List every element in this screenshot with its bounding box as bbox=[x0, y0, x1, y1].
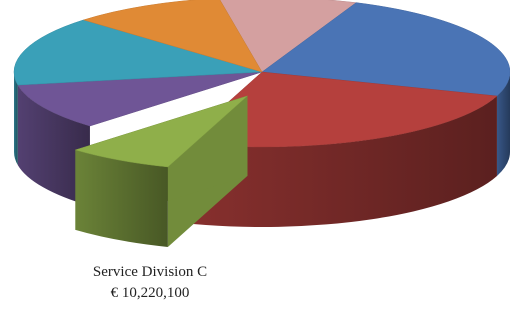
slice-wall bbox=[496, 72, 510, 177]
slice-top bbox=[13, 19, 263, 86]
slice bbox=[261, 2, 510, 177]
data-label: Service Division C € 10,220,100 bbox=[90, 262, 210, 304]
slice bbox=[74, 95, 248, 247]
slice bbox=[181, 71, 498, 228]
slice-wall bbox=[17, 85, 90, 207]
slice-wall bbox=[14, 72, 18, 166]
slice-top bbox=[17, 71, 263, 127]
slice bbox=[17, 71, 263, 207]
value-label: € 10,220,100 bbox=[110, 285, 190, 301]
slice-top bbox=[261, 2, 510, 97]
slice-top bbox=[82, 0, 263, 73]
slice bbox=[82, 0, 263, 73]
slice bbox=[219, 0, 357, 73]
slice-top bbox=[74, 95, 248, 168]
category-label: Service Division C bbox=[92, 264, 208, 280]
slice-wall bbox=[182, 96, 497, 228]
slice-top bbox=[219, 0, 357, 73]
slice bbox=[13, 19, 263, 166]
slice-wall bbox=[75, 149, 168, 247]
